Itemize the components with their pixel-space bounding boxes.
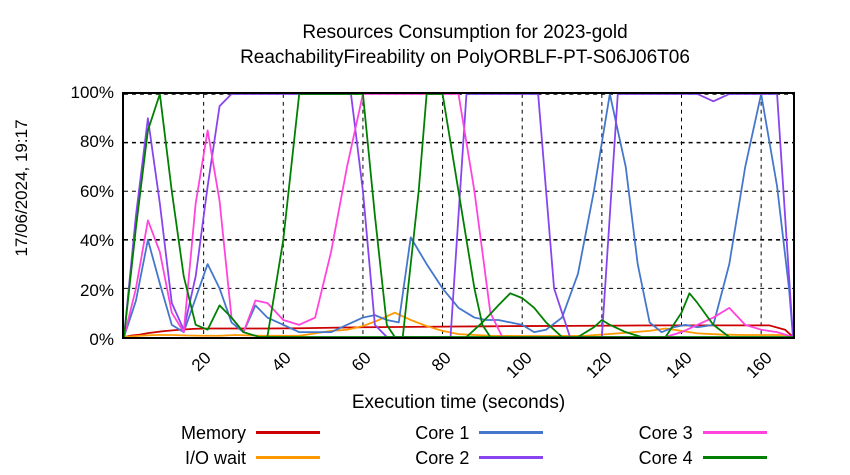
x-tick-60: 60 — [348, 348, 376, 376]
chart-legend: Memory Core 1 Core 3 I/O wait Core 2 Core 4 — [150, 420, 810, 470]
x-axis-tick-labels: 20 40 60 80 100 120 140 160 — [122, 343, 795, 389]
chart-title-line-1: Resources Consumption for 2023-gold — [302, 22, 628, 43]
legend-item-i-o-wait[interactable]: I/O wait — [150, 445, 363, 470]
legend-item-core-2[interactable]: Core 2 — [373, 445, 586, 470]
x-tick-20: 20 — [188, 348, 215, 376]
plot-area — [122, 92, 795, 339]
legend-label: Core 4 — [638, 447, 693, 468]
legend-item-core-1[interactable]: Core 1 — [373, 420, 586, 445]
legend-swatch-icon — [256, 431, 320, 434]
legend-label: Core 1 — [415, 422, 470, 443]
y-tick-60: 60% — [79, 181, 114, 201]
legend-swatch-icon — [256, 456, 320, 459]
legend-label: I/O wait — [184, 447, 246, 468]
legend-label: Core 3 — [638, 422, 693, 443]
y-axis-tick-labels: 100% 80% 60% 40% 20% 0% — [42, 84, 114, 348]
x-tick-160: 160 — [742, 348, 776, 382]
legend-swatch-icon — [702, 431, 767, 434]
legend-swatch-icon — [479, 431, 544, 434]
x-tick-80: 80 — [428, 348, 456, 376]
y-tick-20: 20% — [79, 280, 114, 300]
x-tick-120: 120 — [581, 348, 616, 382]
legend-item-memory[interactable]: Memory — [150, 420, 363, 445]
legend-label: Core 2 — [415, 447, 470, 468]
legend-item-core-4[interactable]: Core 4 — [597, 445, 810, 470]
x-tick-140: 140 — [662, 348, 696, 382]
legend-label: Memory — [180, 422, 246, 443]
plot-svg — [124, 94, 793, 337]
y-tick-100: 100% — [70, 83, 114, 102]
generation-timestamp: 17/06/2024, 19:17 — [12, 119, 31, 257]
chart-title-line-2: ReachabilityFireability on PolyORBLF-PT-… — [240, 47, 690, 68]
x-tick-100: 100 — [501, 348, 536, 382]
y-tick-40: 40% — [79, 231, 114, 251]
y-tick-0: 0% — [89, 330, 114, 349]
x-axis-title: Execution time (seconds) — [351, 392, 566, 413]
legend-item-core-3[interactable]: Core 3 — [597, 420, 810, 445]
chart-title: Resources Consumption for 2023-gold Reac… — [120, 20, 810, 70]
legend-swatch-icon — [479, 456, 544, 459]
legend-swatch-icon — [702, 456, 767, 459]
y-tick-80: 80% — [79, 132, 114, 152]
x-tick-40: 40 — [268, 348, 295, 376]
